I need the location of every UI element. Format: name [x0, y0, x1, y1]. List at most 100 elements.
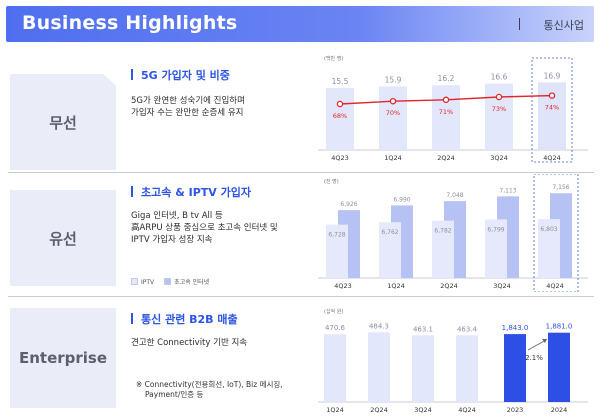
bar-iptv [485, 219, 507, 278]
wired-chart: (천 명) 6,926 6,728 4Q23 6,990 6,762 1Q24 7,048 6,… [318, 174, 588, 292]
enterprise-title-text: 통신 관련 B2B 매출 [141, 313, 238, 326]
bar-quarterly-revenue [456, 335, 478, 402]
data-label-internet: 7,156 [552, 184, 569, 191]
data-label-5g: 16.9 [544, 71, 561, 80]
legend-swatch [164, 278, 172, 285]
x-tick-label: 1Q24 [387, 282, 405, 290]
title-bar-icon [131, 69, 133, 80]
bar-5g-subscribers [432, 85, 460, 150]
legend-label: IPTV [141, 278, 155, 286]
x-tick-label: 2023 [507, 406, 524, 414]
wired-legend: IPTV 초고속 인터넷 [131, 277, 209, 286]
legend-label: 초고속 인터넷 [174, 279, 210, 286]
chart-unit: (천 명) [324, 178, 339, 185]
data-label-revenue: 463.4 [457, 325, 478, 333]
legend-swatch [131, 277, 138, 285]
data-label-5g-share: 71% [439, 108, 453, 116]
data-label-5g: 16.2 [438, 74, 455, 83]
point-5g-share [548, 92, 556, 99]
x-tick-label: 2Q24 [370, 406, 388, 414]
data-label-revenue: 484.3 [369, 322, 389, 330]
highlight-box [533, 174, 579, 292]
data-label-revenue: 1,843.0 [502, 324, 529, 332]
data-label-5g: 16.6 [491, 73, 508, 82]
x-tick-label: 4Q23 [334, 282, 352, 290]
row-label-wired: 유선 [10, 190, 116, 286]
section-divider [8, 296, 594, 297]
wireless-desc-line: 5G가 완연한 성숙기에 진입하며 [131, 96, 245, 106]
enterprise-desc-line: 견고한 Connectivity 기반 지속 [131, 338, 248, 348]
data-label-5g-share: 70% [386, 109, 400, 117]
legend-item-iptv: IPTV [131, 277, 155, 286]
row-label-wireless: 무선 [10, 74, 116, 170]
segment-label: 통신사업 [543, 19, 584, 32]
bar-5g-subscribers [485, 83, 513, 150]
data-label-iptv: 6,728 [328, 232, 345, 239]
point-5g-share [336, 100, 344, 108]
wireless-title-text: 5G 가입자 및 비중 [141, 69, 230, 82]
growth-arrowhead-icon [542, 339, 547, 343]
bar-annual-revenue [548, 332, 570, 402]
header-separator [519, 18, 520, 30]
enterprise-note: ※ Connectivity(전용회선, IoT), Biz 메시징, Paym… [136, 380, 283, 400]
growth-label: 2.1% [525, 354, 543, 362]
bar-quarterly-revenue [412, 335, 434, 402]
growth-arrow-icon [527, 339, 547, 351]
bar-iptv [538, 219, 560, 278]
x-tick-label: 3Q24 [493, 282, 511, 290]
data-label-internet: 7,048 [446, 192, 463, 199]
x-tick-label: 2Q24 [440, 282, 458, 290]
data-label-revenue: 463.1 [413, 325, 433, 333]
x-tick-label: 4Q23 [331, 154, 349, 162]
point-5g-share [389, 97, 397, 105]
data-label-5g-share: 73% [492, 105, 506, 113]
bar-iptv [379, 222, 401, 278]
data-label-5g: 15.9 [385, 75, 402, 84]
x-tick-label: 4Q24 [546, 282, 564, 290]
chart-unit: (백만 명) [324, 55, 343, 62]
bar-quarterly-revenue [324, 334, 346, 402]
point-5g-share [495, 93, 503, 101]
data-label-revenue: 1,881.0 [546, 323, 573, 331]
wired-desc-line: 高ARPU 상품 중심으로 초고속 인터넷 및 [131, 223, 278, 233]
x-tick-label: 4Q24 [543, 154, 561, 162]
row-label-enterprise: Enterprise [10, 308, 116, 408]
point-5g-share [442, 96, 450, 104]
data-label-internet: 6,990 [393, 196, 410, 203]
data-label-internet: 7,113 [499, 187, 516, 194]
note-line: ※ Connectivity(전용회선, IoT), Biz 메시징, [136, 380, 283, 389]
chart-unit: (십억 원) [324, 308, 343, 315]
page-title: Business Highlights [22, 12, 238, 34]
title-bar-icon [131, 186, 133, 197]
bar-annual-revenue [504, 334, 526, 402]
section-divider [8, 172, 594, 173]
x-tick-label: 3Q24 [490, 154, 508, 162]
data-label-iptv: 6,762 [381, 229, 398, 236]
x-tick-label: 1Q24 [326, 406, 344, 414]
data-label-5g: 15.5 [332, 77, 349, 86]
bar-iptv [432, 220, 454, 278]
legend-item-internet: 초고속 인터넷 [164, 277, 209, 286]
wired-description: Giga 인터넷, B tv All 등 高ARPU 상품 중심으로 초고속 인… [131, 210, 278, 246]
data-label-internet: 6,926 [340, 201, 357, 208]
wired-title-text: 초고속 & IPTV 가입자 [141, 186, 251, 199]
x-tick-label: 3Q24 [414, 406, 432, 414]
page-header: Business Highlights 통신사업 [6, 6, 594, 42]
bar-5g-subscribers [326, 88, 354, 150]
wireless-description: 5G가 완연한 성숙기에 진입하며 가입자 수는 완만한 순증세 유지 [131, 95, 245, 119]
data-label-5g-share: 68% [333, 112, 347, 120]
x-tick-label: 2024 [551, 406, 568, 414]
enterprise-section-title: 통신 관련 B2B 매출 [131, 311, 238, 327]
wired-section-title: 초고속 & IPTV 가입자 [131, 184, 251, 200]
note-line: Payment/인증 등 [145, 390, 204, 399]
data-label-iptv: 6,799 [487, 226, 504, 233]
x-tick-label: 4Q24 [458, 406, 476, 414]
bar-5g-subscribers [379, 86, 407, 150]
x-tick-label: 1Q24 [384, 154, 402, 162]
bar-iptv [326, 224, 348, 278]
enterprise-description: 견고한 Connectivity 기반 지속 [131, 337, 247, 349]
wired-desc-line: Giga 인터넷, B tv All 등 [131, 211, 223, 221]
data-label-iptv: 6,803 [540, 226, 557, 233]
data-label-iptv: 6,782 [434, 228, 451, 235]
x-tick-label: 2Q24 [437, 154, 455, 162]
